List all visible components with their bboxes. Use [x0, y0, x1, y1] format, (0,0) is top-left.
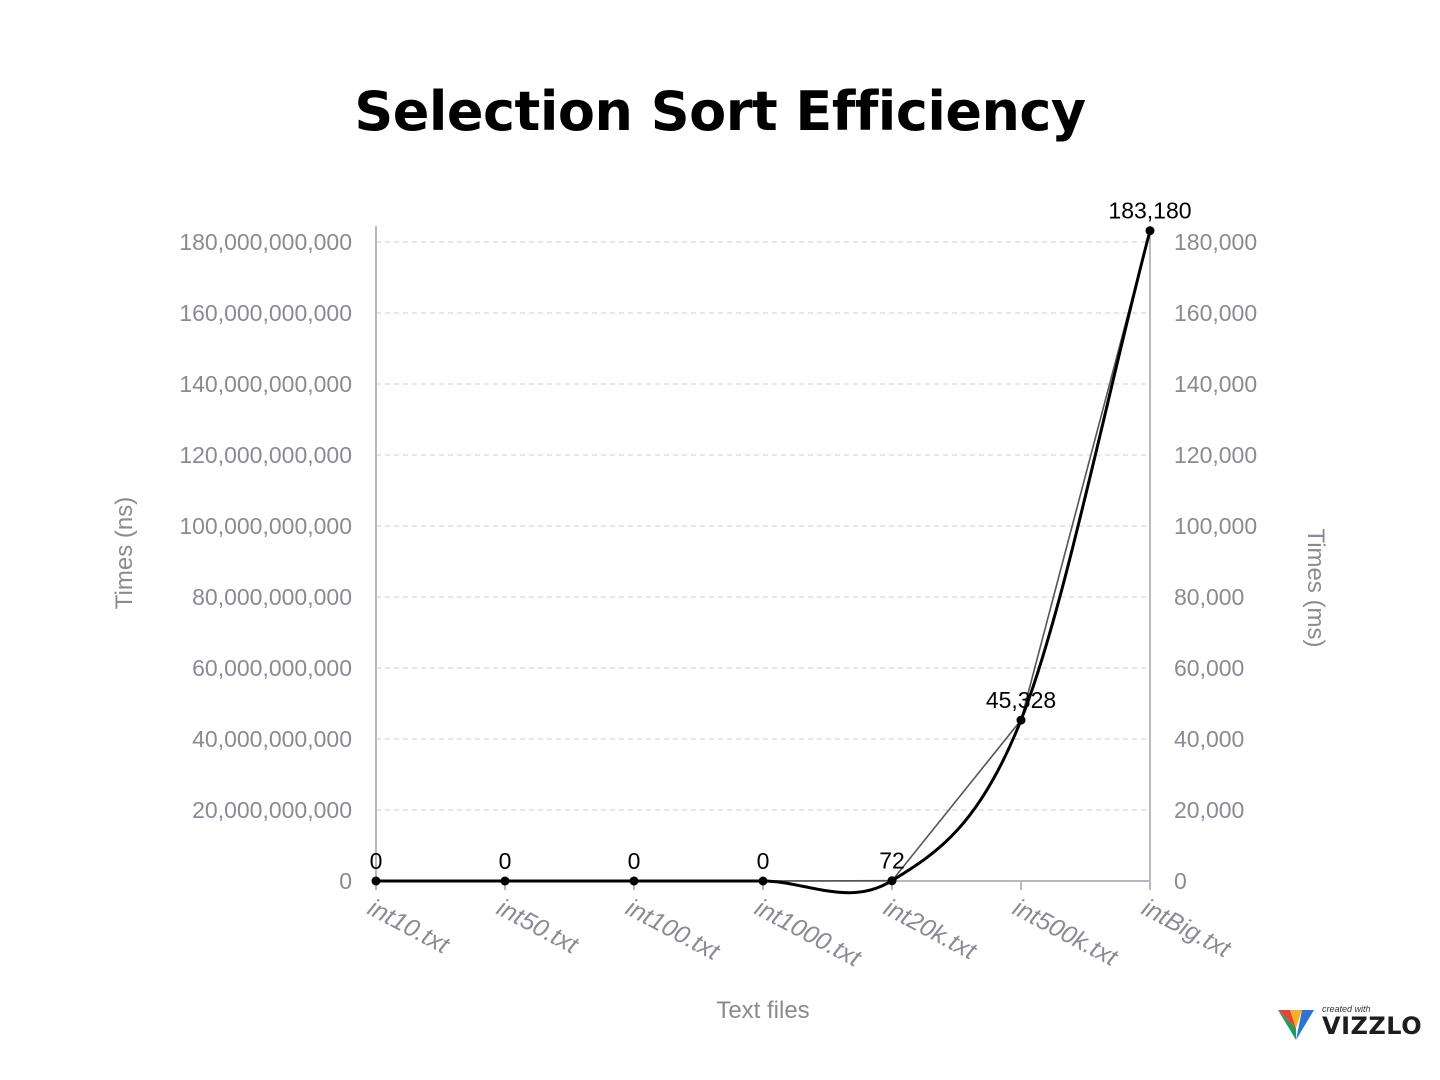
left-y-tick-label: 140,000,000,000: [179, 371, 352, 397]
data-label: 0: [499, 848, 512, 874]
right-y-tick-label: 40,000: [1174, 726, 1244, 752]
right-y-tick-label: 100,000: [1174, 513, 1257, 539]
data-point: [1016, 715, 1026, 725]
left-y-tick-label: 100,000,000,000: [179, 513, 352, 539]
data-point: [500, 876, 510, 886]
left-y-tick-label: 80,000,000,000: [192, 584, 352, 610]
x-tick-labels: int10.txt int50.txt int100.txt int1000.txt i…: [363, 881, 1236, 973]
right-y-tick-label: 60,000: [1174, 655, 1244, 681]
right-y-axis-title: Times (ms): [1302, 528, 1329, 647]
right-y-tick-label: 160,000: [1174, 300, 1257, 326]
data-label: 0: [757, 848, 770, 874]
left-y-tick-labels: 0 20,000,000,000 40,000,000,000 60,000,000,…: [179, 229, 352, 894]
data-points: [371, 226, 1155, 886]
logo-wordmark: VIZZLO: [1322, 1012, 1423, 1040]
left-y-tick-label: 0: [339, 868, 352, 894]
data-label: 45,328: [986, 687, 1056, 713]
gridlines: [376, 241, 1150, 811]
right-y-tick-label: 140,000: [1174, 371, 1257, 397]
x-tick-label: int50.txt: [492, 894, 583, 960]
logo-tagline: created with: [1322, 1004, 1371, 1014]
data-label: 183,180: [1108, 198, 1191, 224]
right-y-tick-labels: 0 20,000 40,000 60,000 80,000 100,000 120,000 1…: [1174, 229, 1257, 894]
left-y-tick-label: 20,000,000,000: [192, 797, 352, 823]
vizzlo-v-icon: [1278, 1010, 1314, 1040]
data-label: 0: [628, 848, 641, 874]
data-point: [1145, 226, 1155, 236]
x-axis-title: Text files: [716, 997, 809, 1024]
left-y-tick-label: 40,000,000,000: [192, 726, 352, 752]
x-tick-label: int100.txt: [621, 894, 725, 967]
x-tick-label: intBig.txt: [1137, 894, 1236, 964]
x-tick-label: int10.txt: [363, 894, 454, 960]
data-point: [629, 876, 639, 886]
data-point: [887, 876, 897, 886]
left-y-tick-label: 120,000,000,000: [179, 442, 352, 468]
x-tick-label: int20k.txt: [879, 894, 981, 966]
left-y-tick-label: 60,000,000,000: [192, 655, 352, 681]
data-label: 72: [879, 848, 905, 874]
x-tick-label: int1000.txt: [750, 894, 866, 973]
data-label: 0: [370, 848, 383, 874]
series-line-ns: [376, 230, 1151, 882]
right-y-tick-label: 0: [1174, 868, 1187, 894]
left-y-tick-label: 160,000,000,000: [179, 300, 352, 326]
right-y-tick-label: 180,000: [1174, 229, 1257, 255]
x-tick-label: int500k.txt: [1008, 894, 1123, 973]
data-point: [758, 876, 768, 886]
right-y-tick-label: 20,000: [1174, 797, 1244, 823]
data-point: [371, 876, 381, 886]
right-y-tick-label: 120,000: [1174, 442, 1257, 468]
right-y-tick-label: 80,000: [1174, 584, 1244, 610]
vizzlo-logo: created with VIZZLO: [1276, 1004, 1426, 1044]
left-y-axis-title: Times (ns): [111, 497, 138, 609]
data-labels: 0 0 0 0 72 45,328 183,180: [370, 198, 1192, 874]
left-y-tick-label: 180,000,000,000: [179, 229, 352, 255]
chart-title: Selection Sort Efficiency: [354, 80, 1086, 143]
series: [376, 230, 1152, 895]
series-line-ms: [376, 230, 1152, 895]
